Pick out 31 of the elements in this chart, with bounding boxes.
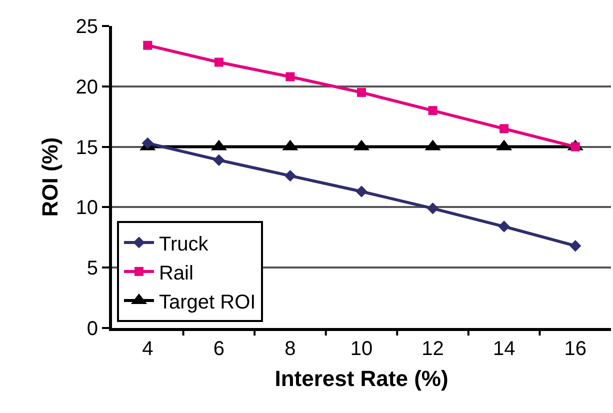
x-axis-title: Interest Rate (%) xyxy=(274,366,448,391)
point xyxy=(213,154,225,166)
y-tick-label: 15 xyxy=(76,136,98,159)
point xyxy=(356,186,368,198)
point xyxy=(143,40,152,50)
x-tick-label: 10 xyxy=(350,338,373,360)
point xyxy=(357,88,366,97)
point xyxy=(286,72,295,82)
point xyxy=(426,202,439,214)
y-tick-label: 0 xyxy=(86,318,98,340)
y-axis-title: ROI (%) xyxy=(38,137,63,217)
x-tick-label: 8 xyxy=(284,338,296,360)
point xyxy=(570,240,582,252)
point xyxy=(284,170,296,182)
y-tick-label: 25 xyxy=(76,16,98,38)
x-tick-label: 6 xyxy=(213,338,224,360)
x-tick-label: 14 xyxy=(492,338,516,360)
point xyxy=(428,106,438,116)
y-tick-label: 20 xyxy=(76,76,98,98)
point xyxy=(214,58,224,67)
y-tick-label: 5 xyxy=(86,258,98,280)
x-tick-label: 12 xyxy=(422,338,444,360)
point xyxy=(498,220,510,232)
x-tick-label: 16 xyxy=(564,338,586,360)
point xyxy=(142,137,154,150)
legend-label: Target ROI xyxy=(158,291,256,314)
x-tick-label: 4 xyxy=(142,338,154,360)
y-tick-label: 10 xyxy=(76,197,98,220)
legend-label: Rail xyxy=(158,262,194,284)
point xyxy=(500,124,509,134)
legend-label: Truck xyxy=(158,233,210,256)
